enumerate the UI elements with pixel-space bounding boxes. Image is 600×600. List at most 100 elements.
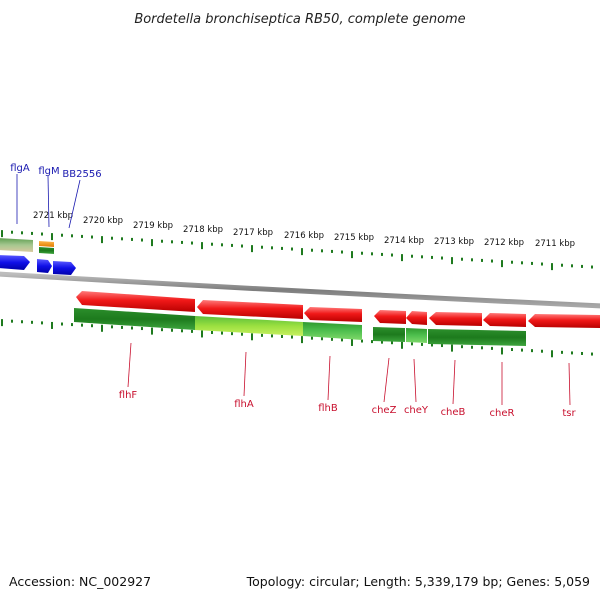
major-tick <box>201 242 203 250</box>
leader-line <box>327 355 331 401</box>
major-tick <box>351 251 353 259</box>
reverse-gene-arrow[interactable] <box>429 312 482 326</box>
gene-label-flhb[interactable]: flhB <box>318 403 338 414</box>
major-tick <box>301 336 303 344</box>
major-tick <box>151 327 153 335</box>
minor-tick <box>431 343 433 347</box>
major-tick <box>301 248 303 256</box>
minor-tick <box>391 341 393 345</box>
gene-label-tsr[interactable]: tsr <box>562 408 576 419</box>
tick-label: 2711 kbp <box>535 239 575 249</box>
tick-label: 2714 kbp <box>384 236 424 246</box>
feature-block <box>303 322 362 340</box>
major-tick <box>501 260 503 268</box>
tick-label: 2716 kbp <box>284 231 324 241</box>
leader-line <box>568 362 571 406</box>
minor-tick <box>341 250 343 254</box>
minor-tick <box>371 340 373 344</box>
minor-tick <box>261 333 263 337</box>
minor-tick <box>171 240 173 244</box>
feature-block <box>428 329 526 346</box>
feature-block <box>406 328 427 343</box>
gene-label-cheb[interactable]: cheB <box>441 407 466 418</box>
minor-tick <box>541 262 543 266</box>
minor-tick <box>111 325 113 329</box>
feature-block <box>0 238 33 252</box>
feature-block <box>39 247 54 254</box>
leader-line <box>413 358 417 403</box>
forward-gene-arrow[interactable] <box>0 255 30 270</box>
major-tick <box>351 338 353 346</box>
reverse-gene-arrow[interactable] <box>197 300 303 319</box>
gene-label-flgm[interactable]: flgM <box>38 166 59 177</box>
minor-tick <box>581 264 583 268</box>
minor-tick <box>41 232 43 236</box>
gene-label-flga[interactable]: flgA <box>10 163 30 174</box>
major-tick <box>551 350 553 358</box>
tick-label: 2718 kbp <box>183 225 223 235</box>
minor-tick <box>521 261 523 265</box>
major-tick <box>401 341 403 349</box>
major-tick <box>51 321 53 329</box>
minor-tick <box>311 248 313 252</box>
forward-genes <box>0 255 76 275</box>
tick-label: 2721 kbp <box>33 211 73 221</box>
tick-label: 2719 kbp <box>133 221 173 231</box>
reverse-gene-arrow[interactable] <box>304 307 362 322</box>
minor-tick <box>331 249 333 253</box>
minor-tick <box>241 332 243 336</box>
reverse-gene-arrow[interactable] <box>76 291 195 312</box>
reverse-gene-arrow[interactable] <box>374 310 406 324</box>
major-tick <box>1 230 3 238</box>
minor-tick <box>581 351 583 355</box>
leader-line <box>383 357 390 403</box>
kbp-axis: 2721 kbp 2720 kbp 2719 kbp 2718 kbp 2717… <box>33 211 575 249</box>
minor-tick <box>471 345 473 349</box>
genome-backbone <box>0 271 600 309</box>
minor-tick <box>511 260 513 264</box>
minor-tick <box>221 243 223 247</box>
forward-gene-arrow[interactable] <box>53 261 76 275</box>
major-tick <box>251 245 253 253</box>
gene-label-chey[interactable]: cheY <box>404 405 429 416</box>
gene-label-bb2556[interactable]: BB2556 <box>62 169 101 180</box>
minor-tick <box>461 257 463 261</box>
minor-tick <box>241 244 243 248</box>
forward-gene-labels: flgA flgM BB2556 <box>10 163 102 229</box>
minor-tick <box>181 329 183 333</box>
minor-tick <box>321 249 323 253</box>
forward-gene-arrow[interactable] <box>37 259 52 273</box>
minor-tick <box>521 348 523 352</box>
gene-label-cher[interactable]: cheR <box>490 408 515 419</box>
tick-label: 2720 kbp <box>83 216 123 226</box>
minor-tick <box>31 231 33 235</box>
reverse-gene-arrow[interactable] <box>528 314 600 328</box>
minor-tick <box>291 247 293 251</box>
reverse-genes <box>76 291 600 328</box>
minor-tick <box>81 323 83 327</box>
leader-line <box>243 351 247 397</box>
minor-tick <box>121 237 123 241</box>
minor-tick <box>21 320 23 324</box>
gene-label-chez[interactable]: cheZ <box>372 405 397 416</box>
minor-tick <box>421 255 423 259</box>
minor-tick <box>281 246 283 250</box>
minor-tick <box>441 344 443 348</box>
minor-tick <box>111 236 113 240</box>
reverse-gene-arrow[interactable] <box>406 311 427 325</box>
minor-tick <box>121 325 123 329</box>
minor-tick <box>81 234 83 238</box>
gene-label-flha[interactable]: flhA <box>234 399 254 410</box>
minor-tick <box>221 331 223 335</box>
minor-tick <box>231 243 233 247</box>
minor-tick <box>321 337 323 341</box>
reverse-gene-arrow[interactable] <box>483 313 526 327</box>
minor-tick <box>571 264 573 268</box>
gene-label-flhf[interactable]: flhF <box>119 390 138 401</box>
major-tick <box>251 333 253 341</box>
minor-tick <box>411 342 413 346</box>
minor-tick <box>61 233 63 237</box>
minor-tick <box>191 241 193 245</box>
minor-tick <box>361 339 363 343</box>
